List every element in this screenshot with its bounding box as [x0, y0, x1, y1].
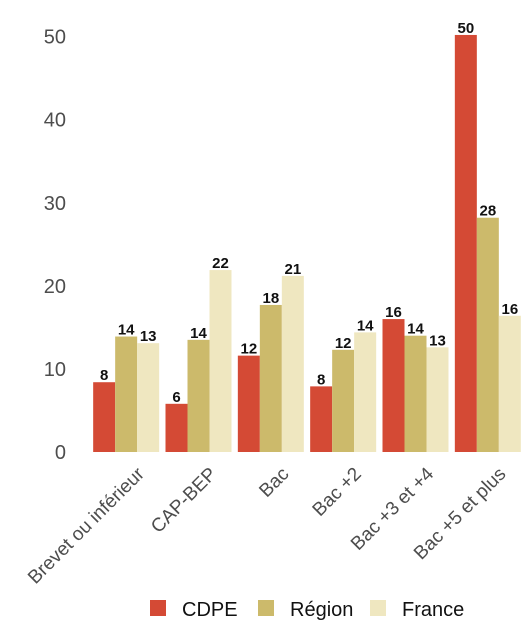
bar-cdpe-5 — [454, 34, 477, 452]
data-labels: 8 6 12 8 16 50 14 14 18 12 14 28 13 22 21 14 13 16 — [100, 20, 518, 406]
legend-swatch-cdpe — [150, 600, 166, 616]
bar-région-3 — [332, 349, 355, 452]
data-label: 12 — [240, 341, 257, 358]
y-tick-label: 50 — [44, 27, 66, 49]
data-label: 18 — [262, 290, 279, 307]
y-tick-label: 30 — [44, 193, 66, 215]
data-label: 14 — [407, 321, 424, 338]
data-label: 21 — [284, 261, 301, 278]
bar-france-4 — [426, 347, 449, 452]
bar-france-5 — [498, 315, 521, 452]
bar-cdpe-2 — [237, 355, 260, 452]
data-label: 14 — [357, 317, 374, 334]
bar-région-1 — [187, 339, 210, 452]
y-tick-label: 10 — [44, 359, 66, 381]
x-category-label: Bac — [255, 464, 293, 502]
legend-label: CDPE — [182, 599, 238, 620]
bar-région-4 — [404, 335, 427, 452]
data-label: 13 — [429, 332, 446, 349]
bar-région-0 — [115, 336, 138, 452]
data-label: 6 — [172, 389, 180, 406]
bar-cdpe-1 — [165, 403, 188, 452]
data-label: 50 — [457, 20, 474, 37]
y-axis: 0 10 20 30 40 50 — [44, 27, 66, 464]
data-label: 12 — [335, 335, 352, 352]
bar-cdpe-3 — [310, 386, 333, 452]
legend-swatch-france — [370, 600, 386, 616]
x-category-label: Brevet ou inférieur — [24, 463, 149, 588]
data-label: 14 — [190, 325, 207, 342]
data-label: 28 — [479, 203, 496, 220]
y-tick-label: 0 — [55, 442, 66, 464]
bar-france-0 — [137, 343, 160, 452]
bar-région-2 — [259, 304, 282, 452]
bar-cdpe-4 — [382, 319, 405, 452]
data-label: 22 — [212, 255, 229, 272]
data-label: 13 — [140, 328, 157, 345]
bar-france-3 — [354, 332, 377, 452]
data-label: 16 — [385, 304, 402, 321]
legend: CDPE Région France — [150, 599, 464, 620]
bar-france-2 — [281, 275, 304, 452]
data-label: 8 — [100, 367, 108, 384]
y-tick-label: 20 — [44, 276, 66, 298]
bar-région-5 — [476, 217, 499, 452]
x-category-label: CAP-BEP — [147, 464, 221, 538]
bar-france-1 — [209, 270, 232, 452]
x-category-label: Bac +2 — [309, 464, 366, 521]
data-label: 14 — [118, 322, 135, 339]
data-label: 8 — [317, 371, 325, 388]
legend-label: Région — [290, 599, 353, 620]
bar-cdpe-0 — [93, 382, 116, 452]
data-label: 16 — [501, 301, 518, 318]
legend-label: France — [402, 599, 464, 620]
legend-swatch-région — [258, 600, 274, 616]
bars — [93, 34, 521, 452]
y-tick-label: 40 — [44, 110, 66, 132]
